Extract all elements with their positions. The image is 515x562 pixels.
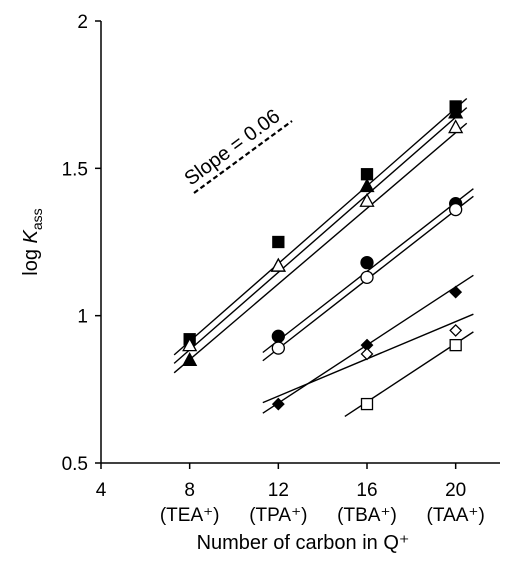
marker-circle-open [271, 341, 285, 355]
marker-diamond-filled [449, 285, 463, 299]
x-tick-label: 8 [184, 480, 195, 501]
marker-triangle-filled [359, 178, 375, 193]
y-axis-title-prefix: log [20, 243, 42, 275]
slope-annotation: Slope = 0.06 [180, 105, 284, 190]
y-tick-label: 1 [77, 307, 88, 328]
x-tick-label: 4 [96, 480, 107, 501]
y-tick-label: 1.5 [62, 159, 88, 180]
fit-line-square-filled [173, 97, 468, 356]
slope-annotation-label: Slope = 0.06 [180, 105, 284, 190]
x-axis-title: Number of carbon in Q⁺ [197, 532, 410, 554]
marker-triangle-open [182, 337, 198, 352]
x-tick-sublabel: (TAA⁺) [427, 505, 485, 526]
marker-circle-open [360, 270, 374, 285]
fit-line-triangle-open [173, 122, 468, 374]
axis-ticks: 4 8 (TEA⁺) 12 (TPA⁺) 16 (TBA⁺) 20 (TAA⁺) 0.5 1 1.5 2 [62, 12, 485, 526]
x-tick-sublabel: (TEA⁺) [160, 505, 220, 526]
fit-lines [173, 97, 474, 418]
slope-reference-line [193, 120, 293, 194]
marker-circle-filled [360, 255, 374, 270]
data-markers [182, 100, 464, 411]
marker-triangle-filled [182, 352, 198, 367]
marker-triangle-open [270, 257, 286, 272]
y-axis-title-italic: K [20, 228, 42, 243]
x-tick-sublabel: (TBA⁺) [337, 505, 397, 526]
marker-square-open [360, 397, 374, 411]
x-tick-label: 20 [445, 480, 466, 501]
marker-triangle-open [448, 119, 464, 134]
marker-square-filled [360, 168, 374, 181]
y-tick-label: 0.5 [62, 454, 88, 475]
y-tick-label: 2 [77, 12, 88, 33]
marker-square-filled [272, 235, 285, 249]
fit-line-triangle-filled [173, 107, 468, 364]
marker-diamond-open [360, 347, 374, 361]
marker-circle-filled [271, 329, 285, 343]
y-axis-title-subscript: ass [29, 208, 45, 230]
marker-diamond-open [449, 323, 463, 337]
marker-triangle-open [359, 192, 375, 207]
x-tick-label: 12 [268, 480, 289, 501]
marker-triangle-filled [448, 104, 464, 119]
x-tick-sublabel: (TPA⁺) [249, 505, 307, 526]
y-axis-title: log Kass [20, 208, 45, 275]
x-tick-label: 16 [356, 480, 377, 501]
marker-square-open [449, 338, 462, 352]
fit-line-circle-filled [262, 188, 474, 354]
marker-circle-open [449, 202, 463, 217]
plot-area: 4 8 (TEA⁺) 12 (TPA⁺) 16 (TBA⁺) 20 (TAA⁺) 0.5 1 1.5 2 [62, 12, 500, 526]
marker-diamond-filled [271, 397, 285, 411]
